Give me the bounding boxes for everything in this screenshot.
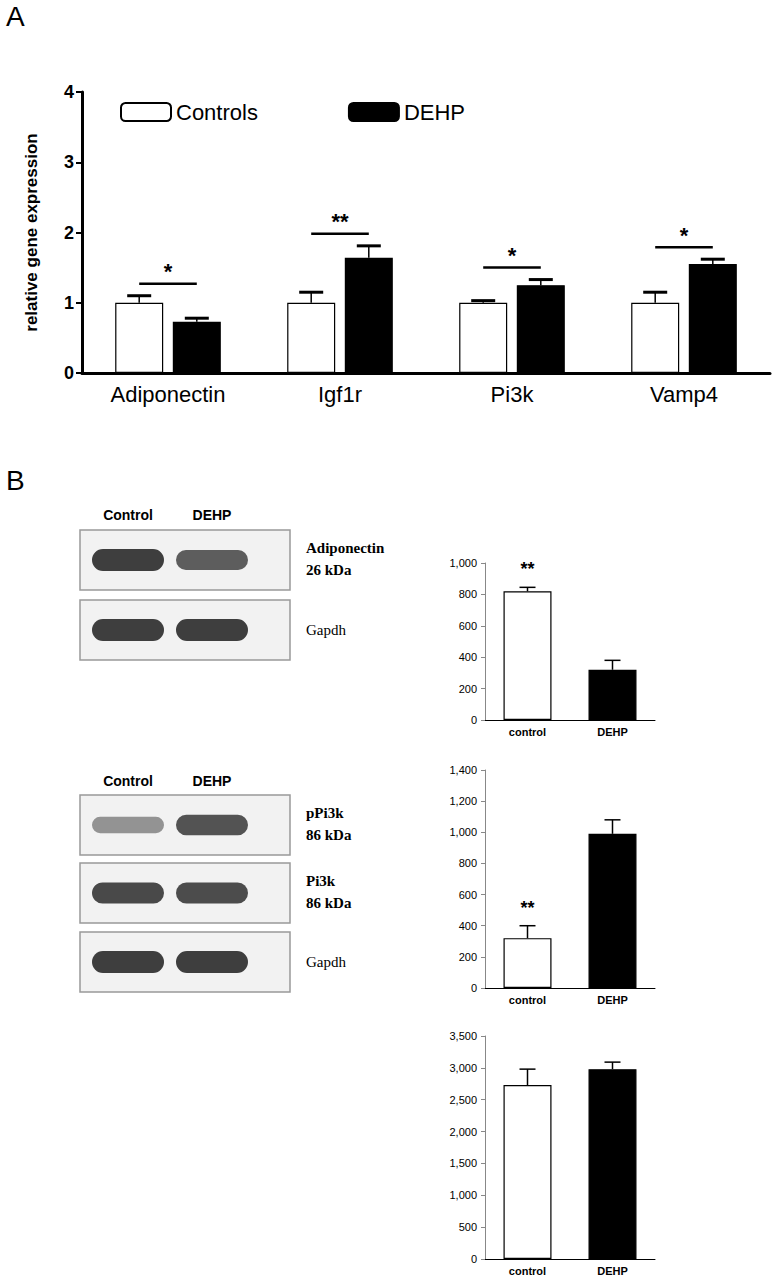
svg-text:3,000: 3,000	[449, 1062, 477, 1074]
svg-text:800: 800	[459, 588, 477, 600]
svg-text:3,500: 3,500	[449, 1030, 477, 1042]
svg-text:1: 1	[64, 293, 74, 313]
svg-text:600: 600	[459, 620, 477, 632]
svg-text:1,400: 1,400	[449, 764, 477, 776]
svg-text:DEHP: DEHP	[597, 994, 628, 1006]
svg-text:500: 500	[459, 1221, 477, 1233]
svg-text:Igf1r: Igf1r	[318, 382, 362, 407]
svg-text:1,000: 1,000	[449, 557, 477, 569]
svg-text:86 kDa: 86 kDa	[306, 895, 352, 911]
svg-text:1,500: 1,500	[449, 1157, 477, 1169]
svg-text:Adiponectin: Adiponectin	[111, 382, 226, 407]
svg-text:*: *	[680, 223, 689, 248]
svg-text:0: 0	[471, 714, 477, 726]
svg-text:DEHP: DEHP	[597, 726, 628, 738]
svg-text:200: 200	[459, 951, 477, 963]
svg-text:3: 3	[64, 152, 74, 172]
svg-text:0: 0	[64, 363, 74, 383]
svg-text:Gapdh: Gapdh	[306, 954, 346, 970]
svg-text:Adiponectin: Adiponectin	[306, 540, 385, 556]
svg-text:0: 0	[471, 1253, 477, 1265]
svg-text:400: 400	[459, 920, 477, 932]
svg-text:B: B	[6, 465, 25, 496]
svg-text:1,000: 1,000	[449, 1189, 477, 1201]
svg-text:control: control	[509, 994, 546, 1006]
svg-text:DEHP: DEHP	[193, 773, 232, 789]
svg-text:pPi3k: pPi3k	[306, 805, 344, 821]
svg-text:600: 600	[459, 889, 477, 901]
svg-text:2,500: 2,500	[449, 1094, 477, 1106]
svg-text:**: **	[520, 559, 534, 579]
svg-text:2,000: 2,000	[449, 1126, 477, 1138]
svg-text:Control: Control	[103, 507, 153, 523]
svg-text:26 kDa: 26 kDa	[306, 562, 352, 578]
svg-text:control: control	[509, 1265, 546, 1277]
svg-text:1,000: 1,000	[449, 826, 477, 838]
svg-text:DEHP: DEHP	[193, 507, 232, 523]
svg-text:Vamp4: Vamp4	[650, 382, 718, 407]
svg-text:DEHP: DEHP	[597, 1265, 628, 1277]
svg-text:**: **	[520, 898, 534, 918]
svg-text:400: 400	[459, 651, 477, 663]
svg-text:Gapdh: Gapdh	[306, 622, 346, 638]
svg-text:2: 2	[64, 223, 74, 243]
svg-text:Controls: Controls	[176, 100, 258, 125]
svg-text:Pi3k: Pi3k	[306, 873, 336, 889]
svg-text:control: control	[509, 726, 546, 738]
svg-text:200: 200	[459, 683, 477, 695]
svg-text:A: A	[6, 1, 25, 32]
svg-text:800: 800	[459, 857, 477, 869]
svg-text:Pi3k: Pi3k	[491, 382, 535, 407]
svg-text:*: *	[164, 259, 173, 284]
svg-text:*: *	[508, 243, 517, 268]
svg-text:86 kDa: 86 kDa	[306, 827, 352, 843]
svg-text:Control: Control	[103, 773, 153, 789]
svg-text:**: **	[331, 209, 349, 234]
svg-text:0: 0	[471, 982, 477, 994]
svg-text:relative gene expression: relative gene expression	[22, 133, 41, 331]
svg-text:DEHP: DEHP	[404, 100, 465, 125]
svg-text:4: 4	[64, 82, 74, 102]
svg-text:1,200: 1,200	[449, 795, 477, 807]
